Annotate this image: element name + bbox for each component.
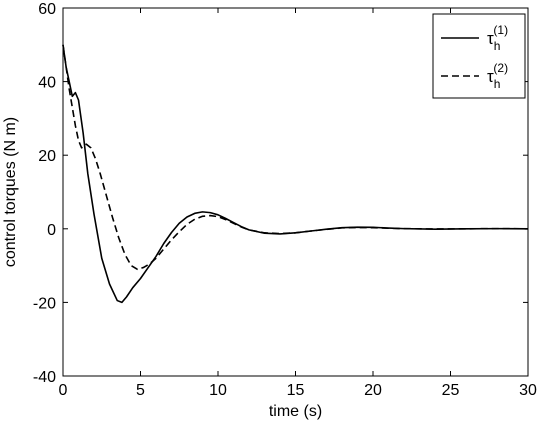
x-tick-label: 20 xyxy=(364,382,382,399)
x-tick-label: 0 xyxy=(59,382,68,399)
y-tick-label: -20 xyxy=(33,295,56,312)
x-tick-label: 15 xyxy=(287,382,305,399)
series-layer xyxy=(62,44,529,304)
y-tick-label: 20 xyxy=(38,148,56,165)
x-tick-label: 25 xyxy=(442,382,460,399)
y-tick-label: -40 xyxy=(33,369,56,386)
y-tick-label: 60 xyxy=(38,1,56,18)
y-tick-label: 0 xyxy=(47,222,56,239)
legend-box xyxy=(432,13,526,99)
y-axis-label: control torques (N m) xyxy=(2,117,19,267)
x-axis-label: time (s) xyxy=(269,403,322,420)
axes-layer: 0 5 10 15 20 25 30 -40 -20 0 20 40 60 xyxy=(33,1,537,399)
x-tick-label: 30 xyxy=(519,382,537,399)
legend-label-2: τh(2) xyxy=(487,61,508,91)
series-line-2 xyxy=(62,44,529,271)
legend-label-1: τh(1) xyxy=(487,23,508,53)
x-tick-label: 10 xyxy=(209,382,227,399)
y-tick-label: 40 xyxy=(38,75,56,92)
x-tick-label: 5 xyxy=(136,382,145,399)
legend: τh(1) τh(2) xyxy=(432,13,526,99)
